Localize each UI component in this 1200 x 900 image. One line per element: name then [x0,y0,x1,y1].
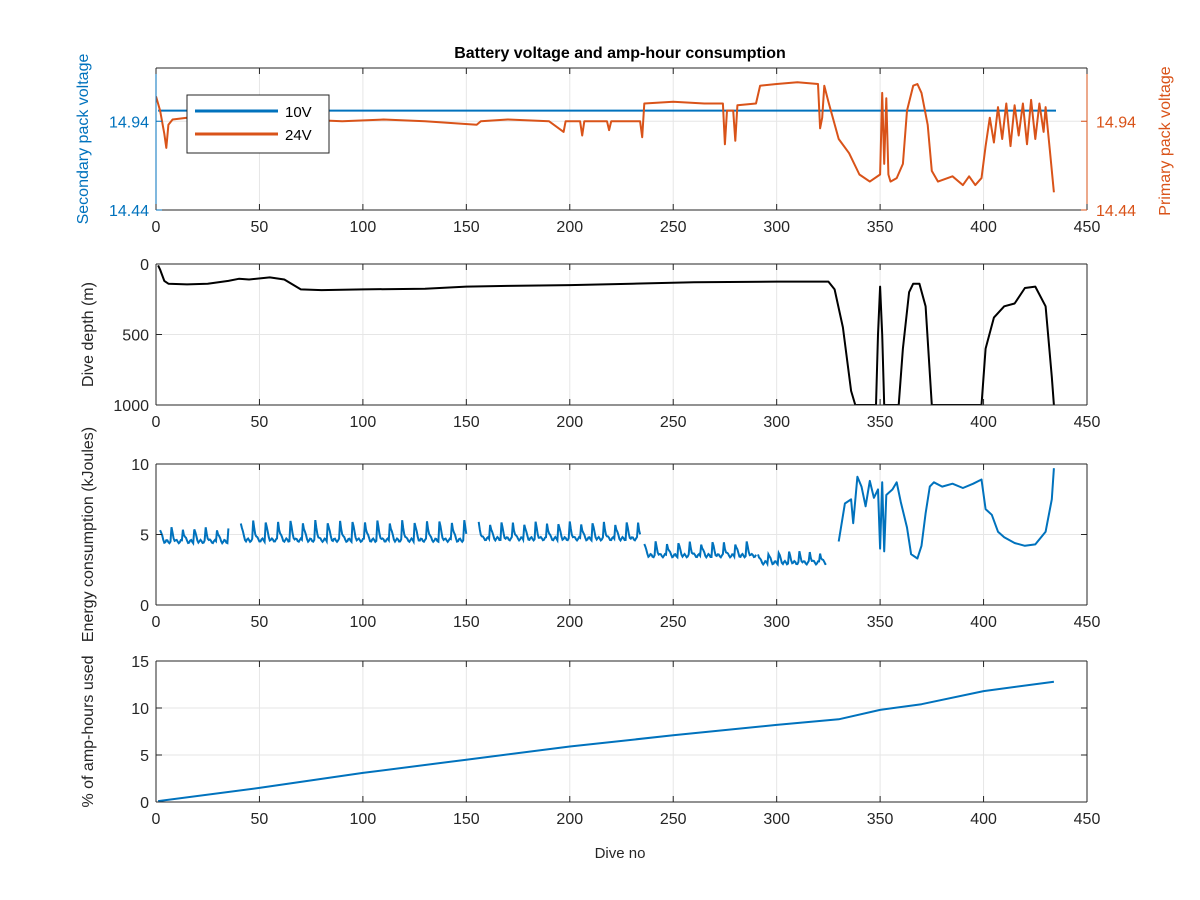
x-tick-label: 250 [660,614,687,631]
x-tick-label: 100 [350,414,377,431]
legend-entry-10v: 10V [285,104,312,121]
panel-depth: 0 50 100 150 200 250 300 350 400 450 0 500 1000 Dive … [80,257,1100,431]
figure-title: Battery voltage and amp-hour consumption [454,45,786,62]
x-tick-label: 450 [1074,414,1101,431]
y-axis-label-right: Primary pack voltage [1157,66,1174,215]
x-tick-label: 400 [970,614,997,631]
x-tick-label: 150 [453,811,480,828]
panel-voltage: 0 50 100 150 200 250 300 350 400 45014.4414.9414.… [75,54,1174,236]
y-tick-label: 10 [131,457,149,474]
series-energy-line-segment [757,549,827,568]
series-energy-line-segment [477,521,642,544]
x-tick-label: 0 [152,414,161,431]
y-tick-label: 15 [131,654,149,671]
x-tick-label: 0 [152,614,161,631]
series-24v-line [156,81,1055,193]
x-tick-label: 350 [867,811,894,828]
x-tick-label: 50 [251,219,269,236]
x-tick-label: 0 [152,219,161,236]
y-right-tick-label: 14.94 [1096,114,1136,131]
y-tick-label: 10 [131,701,149,718]
x-tick-label: 0 [152,811,161,828]
y-right-tick-label: 14.44 [1096,203,1136,220]
y-axis-label: Energy consumption (kJoules) [80,427,97,642]
x-tick-label: 200 [556,811,583,828]
x-tick-label: 450 [1074,614,1101,631]
series-energy-line [837,468,1055,560]
y-tick-label: 0 [140,598,149,615]
x-tick-label: 50 [251,811,269,828]
y-tick-label: 500 [122,328,149,345]
y-tick-label: 5 [140,528,149,545]
y-axis-label: Dive depth (m) [80,282,97,387]
x-tick-label: 400 [970,414,997,431]
panel-energy: 0 50 100 150 200 250 300 350 400 450 0 5 10 Energy co… [80,427,1100,642]
x-axis-label: Dive no [595,845,646,862]
x-tick-label: 300 [763,614,790,631]
y-axis-label: % of amp-hours used [80,655,97,807]
x-tick-label: 450 [1074,811,1101,828]
series-energy-line-segment [159,527,230,547]
x-tick-label: 200 [556,414,583,431]
y-tick-label: 5 [140,748,149,765]
y-tick-label: 1000 [113,398,149,415]
y-tick-label: 0 [140,257,149,274]
x-tick-label: 100 [350,811,377,828]
y-tick-label: 0 [140,795,149,812]
plot-area [159,468,1055,568]
x-tick-label: 350 [867,219,894,236]
series-amphours-line [157,680,1055,802]
x-tick-label: 250 [660,811,687,828]
x-tick-label: 250 [660,219,687,236]
x-tick-label: 50 [251,414,269,431]
x-tick-label: 400 [970,219,997,236]
x-tick-label: 150 [453,614,480,631]
x-tick-label: 50 [251,614,269,631]
series-energy-line-segment [643,541,757,561]
panel-amphours: 0 50 100 150 200 250 300 350 400 450 0 5 10 15 % of am… [80,654,1100,828]
legend-box [186,94,330,154]
x-tick-label: 100 [350,614,377,631]
x-tick-label: 150 [453,219,480,236]
x-tick-label: 400 [970,811,997,828]
legend-entry-24v: 24V [285,127,312,144]
y-tick-label: 14.94 [109,114,149,131]
x-tick-label: 450 [1074,219,1101,236]
x-tick-label: 200 [556,614,583,631]
series-energy-line-segment [239,519,468,546]
x-tick-label: 300 [763,811,790,828]
plot-area [157,264,1055,405]
x-tick-label: 200 [556,219,583,236]
x-tick-label: 100 [350,219,377,236]
plot-area [157,680,1055,802]
x-tick-label: 350 [867,614,894,631]
series-depth-line [157,264,1055,405]
y-axis-label: Secondary pack voltage [75,54,92,225]
x-tick-label: 300 [763,414,790,431]
x-tick-label: 250 [660,414,687,431]
chart-panels: 0 50 100 150 200 250 300 350 400 45014.4414.9414.… [75,54,1174,828]
x-tick-label: 300 [763,219,790,236]
x-tick-label: 350 [867,414,894,431]
y-tick-label: 14.44 [109,203,149,220]
x-tick-label: 150 [453,414,480,431]
